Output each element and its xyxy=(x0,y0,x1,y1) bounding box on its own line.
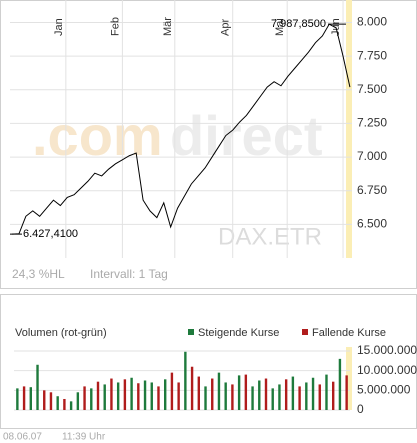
volume-bar xyxy=(284,379,288,410)
volume-bar xyxy=(237,375,241,410)
volume-bar xyxy=(96,381,100,410)
volume-bar xyxy=(251,386,254,410)
volume-bar xyxy=(22,386,26,410)
highlight-band xyxy=(346,0,352,258)
volume-title: Volumen (rot-grün) xyxy=(15,327,107,339)
volume-bar xyxy=(103,384,106,410)
volume-bar xyxy=(338,358,342,410)
watermark: .com xyxy=(32,104,163,167)
volume-bar xyxy=(332,381,335,410)
volume-bar xyxy=(116,382,120,410)
legend-label: Steigende Kurse xyxy=(198,327,279,339)
x-tick-label: Jan xyxy=(53,18,65,36)
volume-bar xyxy=(224,382,227,410)
volume-bar xyxy=(217,372,221,410)
volume-bar xyxy=(150,382,153,410)
y-tick-label: 8.000 xyxy=(357,15,387,29)
annotation: 6.427,4100 xyxy=(23,228,78,240)
volume-bar xyxy=(110,378,113,410)
volume-bar xyxy=(305,382,308,410)
y-tick-label: 6.500 xyxy=(357,217,387,231)
y-tick-label: 5.000.000 xyxy=(357,383,411,397)
volume-bar xyxy=(291,376,295,410)
legend-label: Fallende Kurse xyxy=(312,327,386,339)
volume-bar xyxy=(16,388,19,410)
annotation: 7.987,8500 xyxy=(271,18,326,30)
x-tick-label: Mai xyxy=(274,18,286,36)
volume-bar xyxy=(325,374,328,410)
legend-swatch xyxy=(188,329,194,335)
volume-panel xyxy=(0,294,417,429)
volume-bar xyxy=(190,366,194,410)
y-tick-label: 6.750 xyxy=(357,183,387,197)
x-tick-label: Jun xyxy=(330,18,342,36)
x-tick-label: Feb xyxy=(109,17,121,36)
volume-bar xyxy=(318,384,321,410)
volume-bar xyxy=(204,386,207,410)
volume-bar xyxy=(137,383,140,410)
volume-bar xyxy=(83,386,86,410)
volume-bar xyxy=(76,392,80,410)
x-tick-label: Mär xyxy=(162,17,174,36)
volume-bar xyxy=(43,390,46,410)
volume-bar xyxy=(271,388,274,410)
volume-bar xyxy=(29,387,32,410)
range-label: 24,3 %HL xyxy=(12,267,65,281)
volume-bar xyxy=(143,380,147,410)
instrument-watermark: DAX.ETR xyxy=(218,223,322,250)
volume-bar xyxy=(130,377,133,410)
y-tick-label: 7.750 xyxy=(357,48,387,62)
y-tick-label: 7.500 xyxy=(357,82,387,96)
y-tick-label: 7.250 xyxy=(357,116,387,130)
y-tick-label: 10.000.000 xyxy=(357,363,417,377)
volume-bar xyxy=(63,398,66,410)
volume-bar xyxy=(211,378,214,410)
volume-bar xyxy=(278,384,281,410)
y-tick-label: 0 xyxy=(357,402,364,416)
volume-bar xyxy=(49,392,53,410)
volume-bar xyxy=(157,386,160,410)
volume-bar xyxy=(177,382,180,410)
volume-bar xyxy=(184,351,187,410)
volume-bar xyxy=(258,380,261,410)
interval-label: Intervall: 1 Tag xyxy=(90,267,168,281)
volume-bar xyxy=(90,388,93,410)
volume-bar xyxy=(69,401,73,410)
volume-bar xyxy=(164,379,167,410)
volume-bar xyxy=(244,374,248,410)
volume-bar xyxy=(264,378,268,410)
volume-bar xyxy=(56,396,59,410)
volume-bar xyxy=(231,384,234,410)
highlight-band xyxy=(346,347,352,410)
y-tick-label: 15.000.000 xyxy=(357,343,417,357)
volume-bar xyxy=(298,386,301,410)
volume-bar xyxy=(311,377,315,410)
footer-date: 08.06.07 xyxy=(3,432,42,443)
watermark: direct xyxy=(170,104,323,167)
volume-bar xyxy=(197,376,200,410)
legend-swatch xyxy=(302,329,308,335)
volume-bar xyxy=(123,379,127,410)
volume-bar xyxy=(170,372,174,410)
y-tick-label: 7.000 xyxy=(357,149,387,163)
volume-bar xyxy=(345,375,348,410)
price-line xyxy=(12,23,351,235)
volume-bar xyxy=(36,364,39,410)
x-tick-label: Apr xyxy=(220,19,232,36)
footer-time: 11:39 Uhr xyxy=(62,432,106,443)
